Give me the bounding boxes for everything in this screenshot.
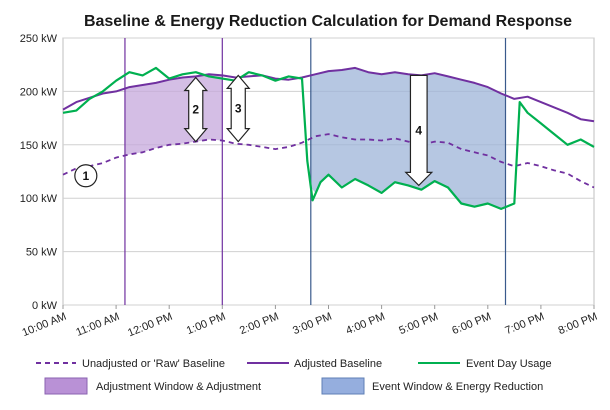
x-tick-label: 5:00 PM [397,311,439,337]
callout-3-shape [225,74,251,143]
y-tick-label: 50 kW [26,247,58,259]
callout-2-label: 2 [192,103,199,117]
series-event-usage [62,66,595,210]
series-layer [62,66,595,210]
callout-2-shape [183,76,209,143]
legend-label-event-window: Event Window & Energy Reduction [372,381,543,393]
legend-label-adjustment: Adjustment Window & Adjustment [96,381,261,393]
callout-2: 2 [183,76,209,143]
series-raw-baseline [62,133,595,189]
legend: Unadjusted or 'Raw' Baseline Adjusted Ba… [36,358,552,395]
x-tick-label: 7:00 PM [504,311,546,337]
legend-label-event: Event Day Usage [466,358,552,370]
y-tick-label: 250 kW [20,33,58,45]
callout-1: 1 [74,164,98,188]
x-tick-label: 8:00 PM [557,311,599,337]
callout-4-label: 4 [415,123,422,137]
legend-label-adjusted: Adjusted Baseline [294,358,382,370]
legend-label-raw: Unadjusted or 'Raw' Baseline [82,358,225,370]
x-tick-label: 3:00 PM [291,311,333,337]
x-tick-label: 12:00 PM [126,311,174,340]
legend-swatch-event-window [321,377,365,395]
x-tick-label: 10:00 AM [21,311,69,340]
event-reduction-region [310,67,506,209]
y-tick-label: 200 kW [20,86,58,98]
x-tick-label: 11:00 AM [74,311,121,339]
callout-1-label: 1 [82,169,89,183]
x-tick-label: 6:00 PM [450,311,492,337]
x-tick-label: 1:00 PM [185,311,227,337]
callout-4: 4 [404,74,434,187]
x-tick-label: 4:00 PM [344,311,386,337]
callout-layer: 1 2 3 4 [74,74,434,188]
series-adjusted-baseline [62,66,595,123]
callout-3: 3 [225,74,251,143]
y-tick-label: 150 kW [20,140,58,152]
x-tick-label: 2:00 PM [238,311,280,337]
chart-title: Baseline & Energy Reduction Calculation … [84,13,572,30]
callout-1-shape [74,164,98,188]
y-tick-label: 0 kW [32,300,58,312]
legend-swatch-adjustment [44,377,88,395]
callout-4-shape [404,74,434,187]
y-tick-label: 100 kW [20,193,58,205]
callout-3-label: 3 [235,101,242,115]
